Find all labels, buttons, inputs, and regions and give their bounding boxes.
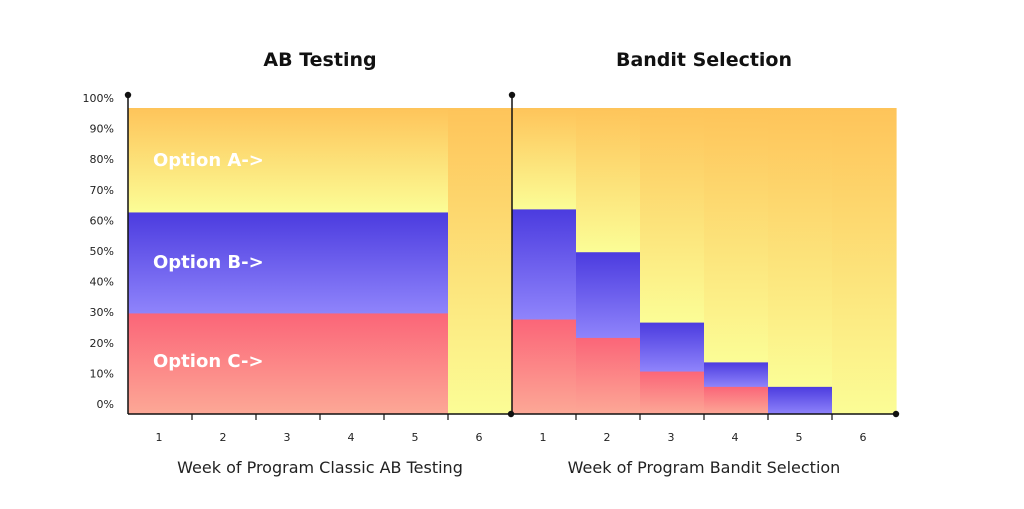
ab-bar-optionc-week-1 (128, 313, 193, 415)
ab-bar-optiona-week-4 (320, 108, 385, 213)
y-tick-label: 30% (90, 306, 114, 319)
ab-bar-optionc-week-2 (192, 313, 257, 415)
bandit-x-tick-label: 4 (732, 431, 739, 444)
ab-bar-optiona-week-3 (256, 108, 321, 213)
ab-x-tick-label: 3 (284, 431, 291, 444)
bandit-x-tick-label: 3 (668, 431, 675, 444)
bandit-bar-optionb-week-5 (768, 386, 833, 415)
ab-x-tick-label: 4 (348, 431, 355, 444)
option-b-label: Option B-> (153, 252, 264, 273)
y-tick-label: 20% (90, 337, 114, 350)
bandit-bar-optiona-week-3 (640, 108, 705, 323)
option-a-label: Option A-> (153, 150, 264, 171)
bandit-x-axis-end-dot (892, 410, 900, 418)
ab-bar-optionc-week-4 (320, 313, 385, 415)
bandit-x-tick-label: 5 (796, 431, 803, 444)
ab-chart-title: AB Testing (263, 49, 376, 71)
option-c-label: Option C-> (153, 351, 264, 372)
y-tick-label: 60% (90, 214, 114, 227)
ab-x-tick-label: 2 (220, 431, 227, 444)
bandit-x-tick-label: 6 (860, 431, 867, 444)
y-tick-label: 10% (90, 367, 114, 380)
bandit-y-axis-end-dot (508, 91, 516, 99)
ab-x-tick-label: 6 (476, 431, 483, 444)
bandit-bar-optionc-week-3 (640, 371, 705, 415)
ab-bar-optiona-week-5 (384, 108, 449, 213)
bandit-x-tick-label: 1 (540, 431, 547, 444)
ab-bar-optiona-week-1 (128, 108, 193, 213)
ab-bar-optionc-week-3 (256, 313, 321, 415)
ab-bar-optionb-week-2 (192, 212, 257, 314)
y-tick-label: 40% (90, 276, 114, 289)
bandit-bar-optionc-week-2 (576, 337, 641, 415)
y-tick-label: 50% (90, 245, 114, 258)
ab-bar-optionb-week-4 (320, 212, 385, 314)
ab-bar-optiona-week-2 (192, 108, 257, 213)
y-tick-label: 90% (90, 123, 114, 136)
bars-layer (128, 108, 897, 415)
bandit-bar-optionc-week-4 (704, 386, 769, 415)
bandit-bar-optionc-week-1 (512, 319, 577, 415)
y-tick-label: 80% (90, 153, 114, 166)
ab-x-axis-label: Week of Program Classic AB Testing (177, 458, 463, 477)
ab-bar-optionb-week-5 (384, 212, 449, 314)
y-tick-label: 70% (90, 184, 114, 197)
bandit-bar-optiona-week-5 (768, 108, 833, 387)
bandit-chart-title: Bandit Selection (616, 49, 792, 71)
axes-layer: 1 2 3 4 5 6 1 2 3 4 5 60%10%20%30%40%50%60%70%80%90… (83, 91, 900, 444)
ab-y-axis-end-dot (124, 91, 132, 99)
bandit-bar-optiona-week-2 (576, 108, 641, 253)
ab-bar-optiona-week-6 (448, 108, 513, 415)
ab-bar-optionc-week-5 (384, 313, 449, 415)
bandit-bar-optiona-week-4 (704, 108, 769, 363)
bandit-x-axis-label: Week of Program Bandit Selection (568, 458, 841, 477)
y-tick-label: 100% (83, 92, 114, 105)
bandit-bar-optiona-week-1 (512, 108, 577, 210)
ab-bar-optionb-week-3 (256, 212, 321, 314)
y-tick-label: 0% (97, 398, 114, 411)
ab-bar-optionb-week-1 (128, 212, 193, 314)
ab-x-tick-label: 5 (412, 431, 419, 444)
bandit-x-tick-label: 2 (604, 431, 611, 444)
labels-layer: AB Testing Bandit Selection Week of Prog… (153, 49, 840, 477)
bandit-bar-optionb-week-1 (512, 208, 577, 320)
bandit-bar-optiona-week-6 (832, 108, 897, 415)
ab-x-tick-label: 1 (156, 431, 163, 444)
bandit-bar-optionb-week-4 (704, 361, 769, 387)
bandit-bar-optionb-week-3 (640, 322, 705, 372)
bandit-bar-optionb-week-2 (576, 251, 641, 338)
